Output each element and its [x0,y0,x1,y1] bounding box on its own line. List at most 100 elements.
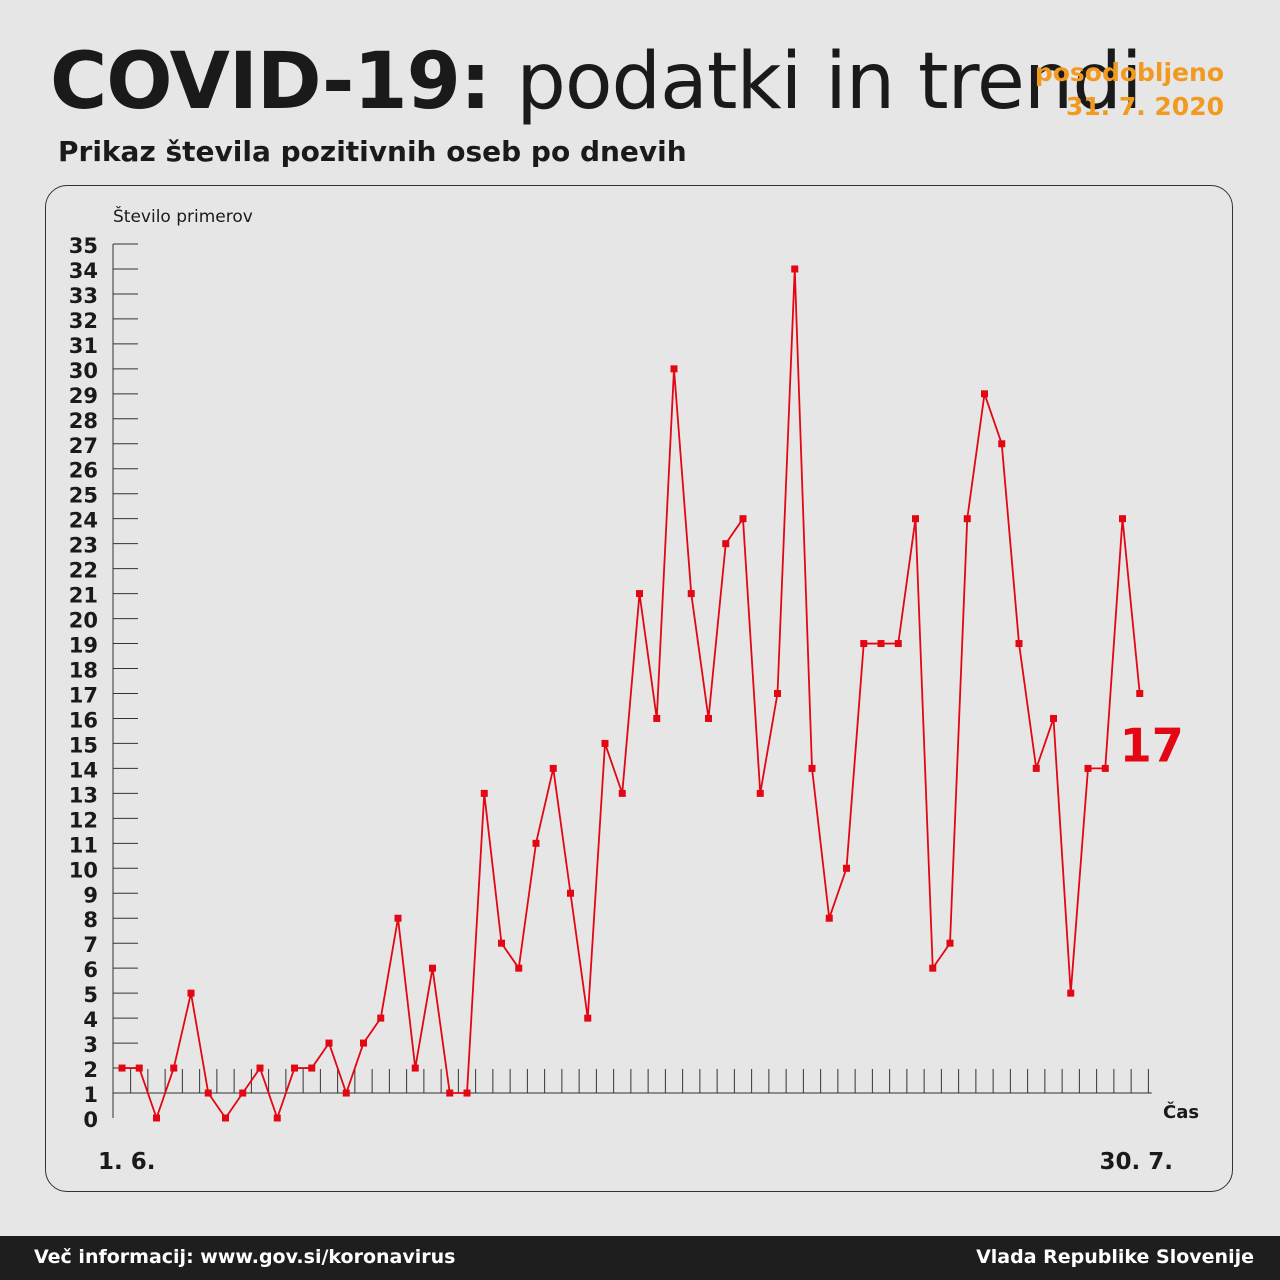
data-point [273,1114,281,1122]
data-point [532,839,540,847]
data-point [791,265,799,273]
updated-label: posodobljeno [1034,58,1224,87]
data-point [1032,764,1040,772]
data-point [325,1039,333,1047]
data-point [653,714,661,722]
x-end-label: 30. 7. [1100,1149,1174,1175]
data-point [446,1089,454,1097]
line-chart: 0123456789101112131415161718192021222324… [69,205,1199,1175]
y-tick-label: 35 [69,234,98,258]
y-tick-label: 4 [83,1008,98,1032]
y-tick-label: 31 [69,334,98,358]
data-point [239,1089,247,1097]
data-point [153,1114,160,1122]
y-tick-label: 29 [69,384,98,408]
y-tick-label: 6 [83,958,98,982]
data-point [843,864,850,872]
data-point [860,640,868,648]
y-tick-label: 25 [69,484,98,508]
y-tick-label: 14 [69,758,98,782]
y-tick-label: 16 [69,708,98,732]
data-point [187,989,195,997]
data-point [963,515,971,523]
data-point [601,739,609,747]
data-point [946,939,954,947]
data-point [1119,515,1126,523]
y-tick-label: 30 [69,359,98,383]
data-point [584,1014,592,1022]
data-point [222,1114,229,1122]
y-tick-label: 17 [69,683,98,707]
footer-info-link[interactable]: Več informacij: www.gov.si/koronavirus [34,1246,456,1268]
data-point [342,1089,350,1097]
data-point [929,964,937,972]
y-tick-label: 24 [69,509,98,533]
data-point [1050,714,1057,722]
data-point [291,1064,298,1072]
data-point [135,1064,143,1072]
y-tick-label: 20 [69,609,98,633]
data-point [722,540,730,548]
y-tick-label: 0 [83,1108,98,1132]
data-point [739,515,747,523]
data-point [825,914,833,922]
series-line [122,268,1141,1119]
data-point [808,764,816,772]
data-point [429,964,436,972]
data-point [705,714,712,722]
data-point [1136,689,1144,697]
chart-panel [45,185,1233,1192]
y-tick-label: 15 [69,733,98,757]
y-tick-label: 12 [69,808,98,832]
data-point [756,789,764,797]
chart-subtitle: Prikaz števila pozitivnih oseb po dnevih [58,135,687,168]
data-point [877,640,885,648]
data-point [1015,640,1023,648]
x-start-label: 1. 6. [98,1149,156,1175]
data-point [204,1089,212,1097]
y-tick-label: 33 [69,284,98,308]
data-point [912,515,919,523]
y-tick-label: 27 [69,434,98,458]
data-point [480,789,488,797]
y-tick-label: 1 [83,1083,98,1107]
data-point [1101,764,1109,772]
title-light: podatki in trendi [516,37,1142,127]
x-axis-title: Čas [1163,1101,1199,1123]
y-tick-label: 21 [69,584,98,608]
data-point [670,365,678,373]
y-tick-label: 10 [69,858,98,882]
footer-bar: Več informacij: www.gov.si/koronavirus V… [0,1236,1280,1280]
data-point [394,914,402,922]
data-point [308,1064,316,1072]
y-tick-label: 18 [69,659,98,683]
y-tick-label: 3 [83,1033,98,1057]
y-tick-label: 23 [69,534,98,558]
y-tick-label: 11 [69,833,98,857]
data-point [411,1064,419,1072]
data-point [463,1089,471,1097]
data-point [981,390,988,398]
page-title: COVID-19: podatki in trendi [50,34,1143,130]
footer-organization: Vlada Republike Slovenije [976,1246,1254,1268]
data-point [170,1064,178,1072]
y-axis-title: Število primerov [113,205,253,227]
data-point [1067,989,1075,997]
y-tick-label: 19 [69,634,98,658]
data-point [636,590,643,598]
data-point [360,1039,367,1047]
title-bold: COVID-19: [50,37,491,127]
data-point [256,1064,264,1072]
data-point [774,689,781,697]
update-info: posodobljeno 31. 7. 2020 [1035,56,1224,124]
data-point [515,964,523,972]
data-point [687,590,695,598]
y-tick-label: 7 [83,933,98,957]
y-tick-label: 22 [69,559,98,583]
y-tick-label: 34 [69,259,98,283]
data-point [894,640,902,648]
data-point [549,764,557,772]
updated-date: 31. 7. 2020 [1065,92,1224,121]
data-point [498,939,505,947]
y-tick-label: 8 [83,908,98,932]
